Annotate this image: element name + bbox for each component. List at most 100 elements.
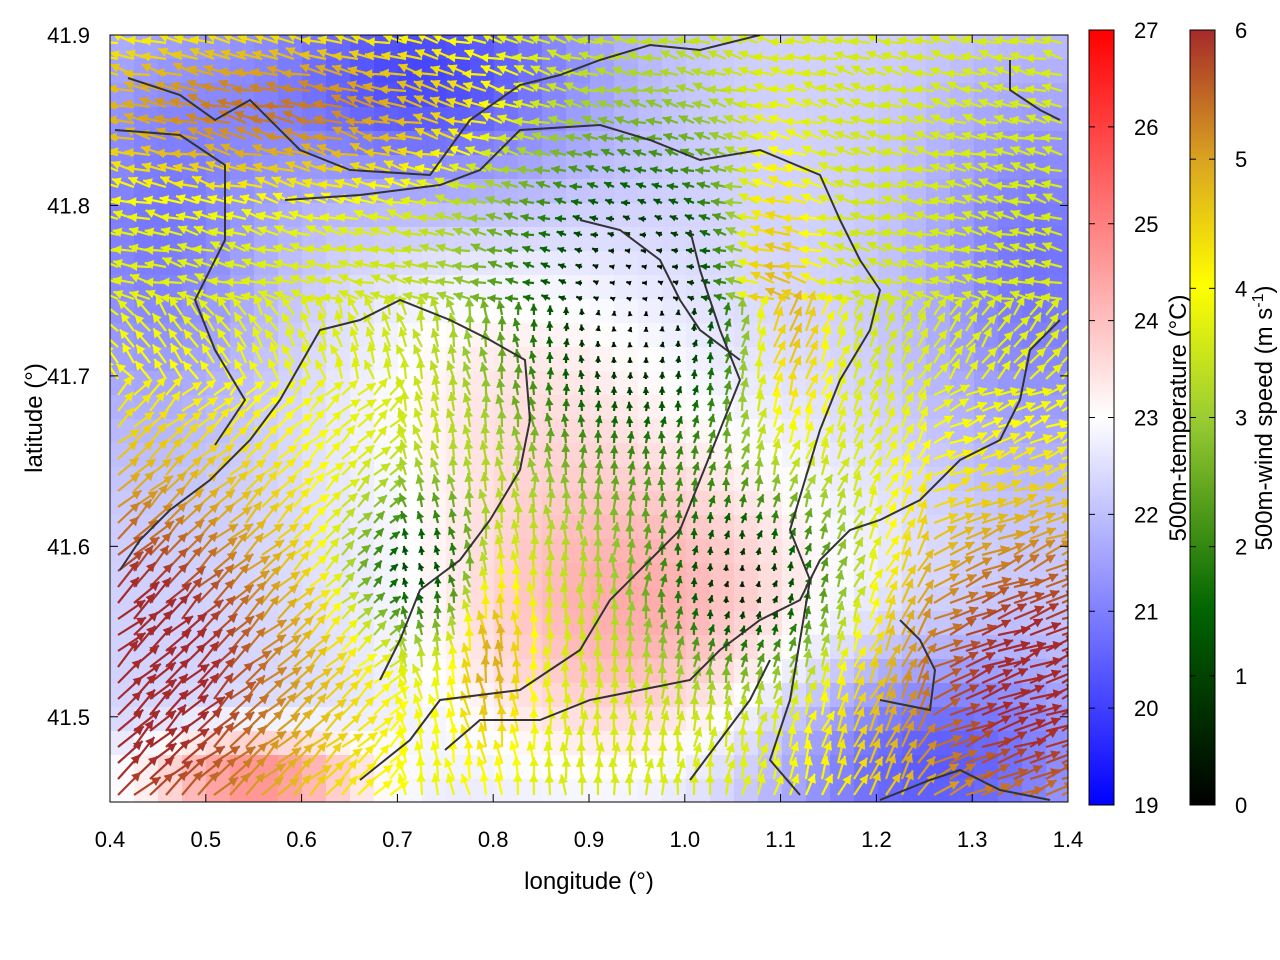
temperature-cell — [662, 395, 687, 420]
temperature-cell — [470, 587, 495, 612]
temperature-cell — [446, 59, 471, 84]
temperature-cell — [590, 371, 615, 396]
temperature-cell — [638, 419, 663, 444]
temperature-cell — [590, 323, 615, 348]
temperature-cell — [518, 539, 543, 564]
temperature-cell — [638, 587, 663, 612]
temperature-cell — [1022, 83, 1047, 108]
temperature-cell — [566, 275, 591, 300]
temperature-cell — [1046, 83, 1068, 108]
temperature-cell — [710, 563, 735, 588]
temperature-cell — [542, 755, 567, 780]
temperature-cell — [638, 515, 663, 540]
temperature-cell — [686, 779, 711, 802]
temperature-colorbar: 19 20 21 22 23 24 25 26 27 500m-temperature (°C) — [1088, 18, 1192, 818]
temperature-cell — [614, 275, 639, 300]
colorbar-tick-label: 6 — [1235, 18, 1247, 43]
temperature-cell — [566, 755, 591, 780]
temperature-cell — [518, 323, 543, 348]
temperature-cell — [590, 515, 615, 540]
temperature-cell — [710, 587, 735, 612]
colorbar-tick-label: 0 — [1235, 793, 1247, 818]
temperature-cell — [518, 635, 543, 660]
temperature-cell — [590, 443, 615, 468]
temperature-cell — [950, 323, 975, 348]
colorbar-tick-label: 26 — [1134, 115, 1158, 140]
temperature-cell — [710, 491, 735, 516]
temperature-cell — [1046, 155, 1068, 180]
temperature-cell — [734, 563, 759, 588]
y-tick-label: 41.8 — [47, 193, 90, 218]
x-tick-label: 1.0 — [670, 827, 701, 852]
temperature-cell — [542, 395, 567, 420]
wind-label-superscript: -1 — [1250, 293, 1267, 307]
temperature-cell — [686, 467, 711, 492]
temperature-cell — [374, 203, 399, 228]
temperature-cell — [518, 755, 543, 780]
x-tick-label: 1.2 — [861, 827, 892, 852]
temperature-cell — [734, 491, 759, 516]
temperature-cell — [950, 371, 975, 396]
temperature-cell — [734, 539, 759, 564]
wind-speed-colorbar: 0 1 2 3 4 5 6 500m-wind speed (m s-1) — [1189, 18, 1278, 818]
temperature-cell — [614, 371, 639, 396]
temperature-cell — [734, 587, 759, 612]
temperature-cell — [614, 299, 639, 324]
colorbar-tick-label: 19 — [1134, 793, 1158, 818]
x-tick-label: 0.8 — [478, 827, 509, 852]
colorbar-tick-label: 21 — [1134, 599, 1158, 624]
y-tick-label: 41.9 — [47, 23, 90, 48]
temperature-cell — [638, 299, 663, 324]
wind-label-end: ) — [1251, 286, 1278, 294]
temperature-cell — [662, 587, 687, 612]
temperature-cell — [518, 371, 543, 396]
x-tick-label: 0.6 — [286, 827, 317, 852]
temperature-cell — [662, 155, 687, 180]
temperature-cell — [302, 203, 327, 228]
temperature-cell — [614, 323, 639, 348]
temperature-cell — [134, 203, 159, 228]
temperature-cell — [638, 491, 663, 516]
temperature-cell — [542, 419, 567, 444]
temperature-cell — [662, 323, 687, 348]
temperature-cell — [422, 779, 447, 802]
temperature-cell — [662, 203, 687, 228]
temperature-cell — [662, 467, 687, 492]
temperature-cell — [638, 443, 663, 468]
temperature-cell — [782, 563, 807, 588]
temperature-cell — [734, 155, 759, 180]
colorbar-tick-label: 1 — [1235, 664, 1247, 689]
temperature-cell — [1046, 227, 1068, 252]
temperature-cell — [494, 779, 519, 802]
temperature-cell — [734, 755, 759, 780]
temperature-cell — [806, 779, 831, 802]
temperature-cell — [590, 707, 615, 732]
temperature-cell — [542, 299, 567, 324]
x-tick-label: 0.5 — [191, 827, 222, 852]
temperature-cell — [878, 443, 903, 468]
temperature-cell — [590, 467, 615, 492]
temperature-cell — [638, 251, 663, 276]
y-tick-label: 41.7 — [47, 364, 90, 389]
temperature-cell — [566, 443, 591, 468]
colorbar-tick-label: 3 — [1235, 406, 1247, 431]
x-axis-label: longitude (°) — [524, 868, 654, 895]
temperature-cell — [134, 59, 159, 84]
temperature-cell — [542, 203, 567, 228]
temperature-cell — [758, 587, 783, 612]
temperature-cell — [662, 227, 687, 252]
temperature-cell — [422, 587, 447, 612]
colorbar-tick-label: 22 — [1134, 502, 1158, 527]
temperature-cell — [1046, 203, 1068, 228]
temperature-cell — [518, 779, 543, 802]
temperature-cell — [542, 611, 567, 636]
temperature-cell — [638, 155, 663, 180]
temperature-cell — [518, 467, 543, 492]
x-tick-label: 0.4 — [95, 827, 126, 852]
temperature-cell — [590, 395, 615, 420]
temperature-cell — [566, 395, 591, 420]
temperature-cell — [782, 107, 807, 132]
temperature-cell — [686, 563, 711, 588]
